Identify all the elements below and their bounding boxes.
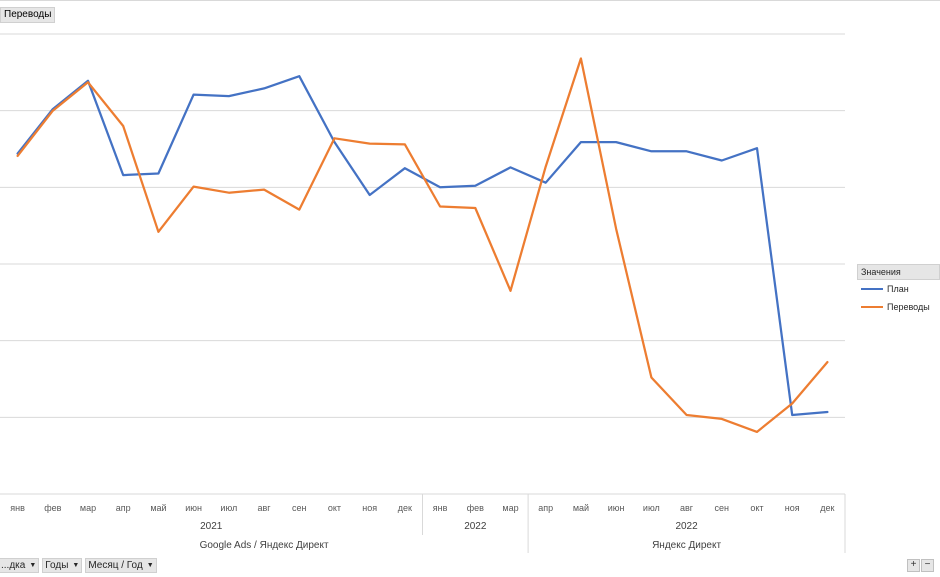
gridlines — [0, 33, 845, 418]
year-label: 2022 — [675, 521, 698, 532]
x-tick-label: июл — [643, 503, 660, 513]
collapse-button[interactable]: − — [921, 559, 934, 572]
x-tick-label: апр — [538, 503, 553, 513]
x-tick-label: янв — [433, 503, 448, 513]
axis-field-buttons: ...дка ▼ Годы ▼ Месяц / Год ▼ — [0, 558, 160, 573]
legend: Значения План Переводы — [857, 264, 940, 316]
segment-label: Яндекс Директ — [652, 540, 721, 551]
legend-swatch-plan — [861, 288, 883, 290]
axis-field-button-month[interactable]: Месяц / Год ▼ — [85, 558, 157, 573]
x-tick-label: окт — [328, 503, 341, 513]
dropdown-arrow-icon: ▼ — [29, 562, 37, 569]
x-tick-label: май — [573, 503, 589, 513]
x-tick-label: июн — [185, 503, 202, 513]
x-tick-label: сен — [715, 503, 730, 513]
axis-field-button-source[interactable]: ...дка ▼ — [0, 558, 40, 573]
x-tick-label: окт — [750, 503, 763, 513]
x-tick-label: фев — [467, 503, 484, 513]
x-tick-label: дек — [820, 503, 834, 513]
legend-item-plan[interactable]: План — [861, 280, 940, 298]
x-tick-label: янв — [10, 503, 25, 513]
x-tick-label: сен — [292, 503, 307, 513]
dropdown-arrow-icon: ▼ — [146, 562, 154, 569]
legend-label-plan: План — [887, 284, 909, 294]
axis-field-button-years[interactable]: Годы ▼ — [42, 558, 83, 573]
x-axis: янв фев мар апр май июн июл авг сен окт ноя дек янв ф… — [0, 493, 846, 553]
x-tick-label: июл — [220, 503, 237, 513]
year-label: 2021 — [200, 521, 223, 532]
series-line-transfers — [16, 57, 829, 434]
x-tick-label: мар — [80, 503, 96, 513]
x-tick-label: дек — [398, 503, 412, 513]
series-lines — [16, 57, 829, 434]
x-tick-label: апр — [116, 503, 131, 513]
x-tick-label: май — [150, 503, 166, 513]
x-tick-label: июн — [608, 503, 625, 513]
expand-button[interactable]: + — [907, 559, 920, 572]
filter-field-button[interactable]: Переводы — [0, 7, 56, 23]
dropdown-arrow-icon: ▼ — [72, 562, 80, 569]
axis-field-label: Месяц / Год — [88, 560, 143, 571]
segment-label: Google Ads / Яндекс Директ — [200, 540, 329, 551]
axis-field-label: Годы — [45, 560, 69, 571]
legend-title[interactable]: Значения — [857, 264, 940, 280]
top-border — [0, 0, 940, 1]
x-tick-label: фев — [44, 503, 61, 513]
legend-item-transfers[interactable]: Переводы — [861, 298, 940, 316]
x-tick-label: авг — [258, 503, 272, 513]
axis-field-label: ...дка — [1, 560, 26, 571]
x-tick-label: мар — [502, 503, 518, 513]
legend-label-transfers: Переводы — [887, 302, 930, 312]
x-tick-label: ноя — [785, 503, 800, 513]
year-label: 2022 — [464, 521, 487, 532]
legend-swatch-transfers — [861, 306, 883, 308]
x-tick-label: авг — [680, 503, 694, 513]
x-tick-label: ноя — [362, 503, 377, 513]
series-line-plan — [16, 75, 829, 417]
